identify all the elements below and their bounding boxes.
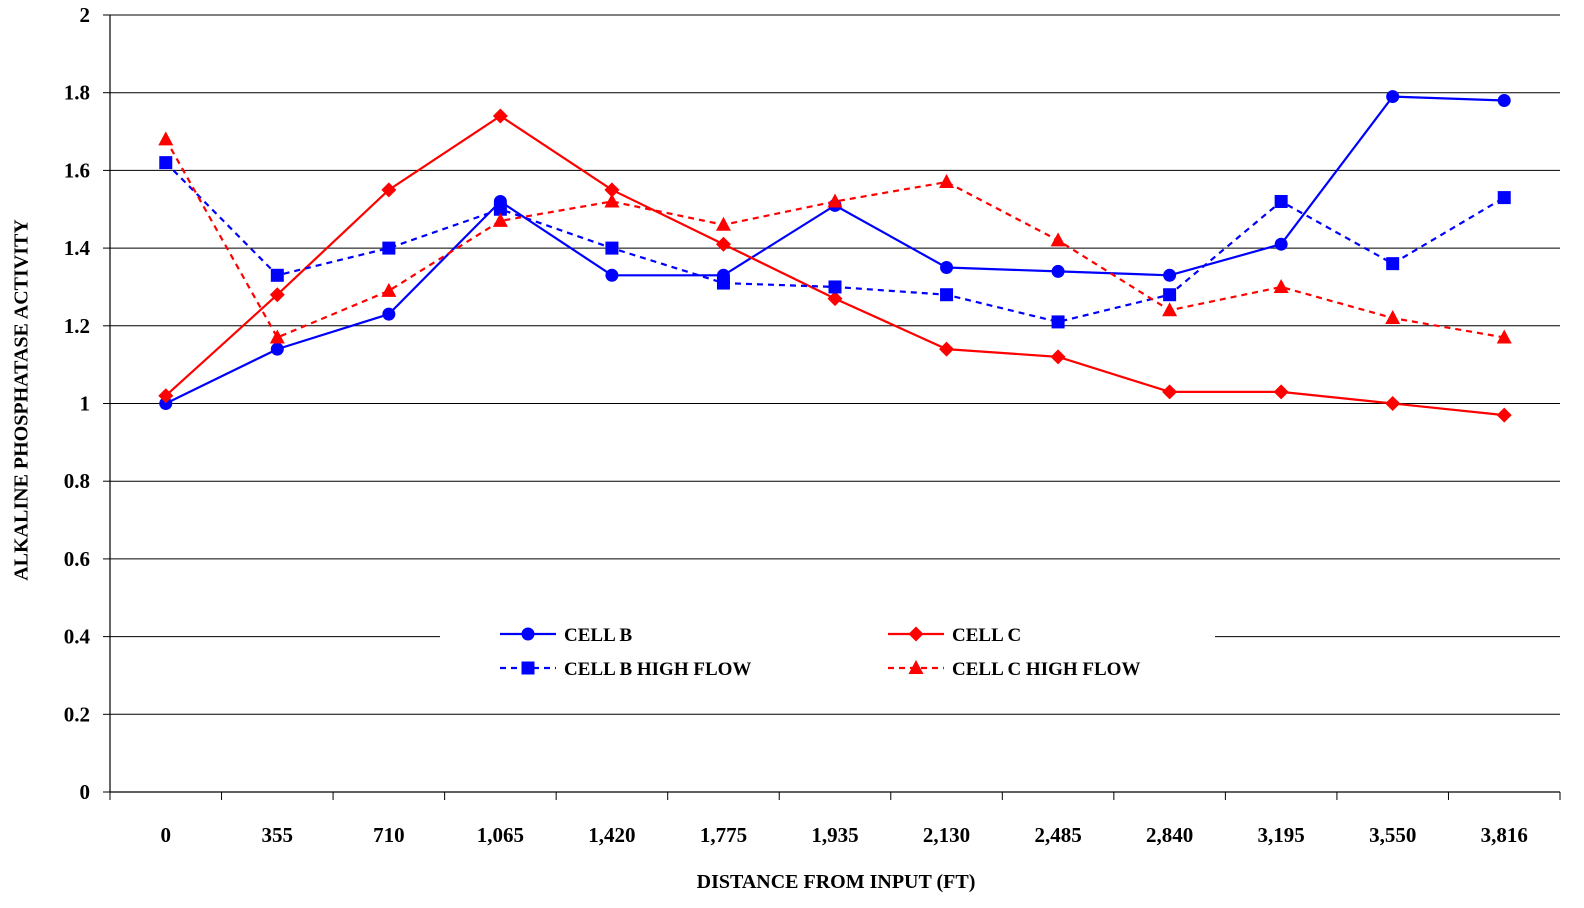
data-point <box>1496 329 1512 344</box>
y-tick-label: 1.8 <box>64 81 90 105</box>
data-point <box>270 268 284 282</box>
data-point <box>382 241 396 255</box>
y-tick-label: 0 <box>80 780 91 804</box>
data-point <box>1386 257 1400 271</box>
x-tick-label: 3,816 <box>1481 823 1528 847</box>
legend-label: CELL C HIGH FLOW <box>952 659 1140 680</box>
y-tick-label: 0.4 <box>64 625 91 649</box>
legend-marker <box>908 660 924 674</box>
data-point <box>1386 90 1400 104</box>
x-tick-label: 2,840 <box>1146 823 1193 847</box>
data-point <box>492 212 508 227</box>
data-point <box>1385 396 1401 411</box>
data-point <box>715 216 731 231</box>
data-point <box>1163 268 1177 282</box>
data-point <box>939 174 955 189</box>
x-tick-label: 0 <box>161 823 172 847</box>
y-tick-label: 1.4 <box>64 236 91 260</box>
y-tick-label: 0.8 <box>64 469 90 493</box>
legend-item: CELL C HIGH FLOW <box>888 659 1140 680</box>
data-point <box>827 291 843 307</box>
y-tick-label: 1.6 <box>64 158 90 182</box>
legend-marker <box>908 626 924 642</box>
series-2 <box>159 156 1511 329</box>
data-point <box>158 131 174 146</box>
data-point <box>1496 407 1512 423</box>
data-point <box>159 397 173 410</box>
x-tick-label: 2,130 <box>923 823 970 847</box>
legend-item: CELL C <box>888 625 1021 646</box>
series-0 <box>159 90 1511 410</box>
data-point <box>1051 315 1065 329</box>
data-point <box>270 342 284 356</box>
series-line <box>165 114 1505 417</box>
data-point <box>1162 384 1178 400</box>
legend-label: CELL B HIGH FLOW <box>564 659 751 680</box>
series-line <box>165 95 1505 405</box>
data-point <box>381 282 397 297</box>
data-point <box>1497 191 1511 205</box>
data-point <box>940 261 954 275</box>
legend-label: CELL B <box>564 625 632 646</box>
x-tick-label: 355 <box>262 823 294 847</box>
data-point <box>159 156 173 170</box>
data-point <box>382 307 396 321</box>
data-point <box>269 329 285 344</box>
y-tick-label: 0.2 <box>64 702 90 726</box>
data-point <box>492 108 508 124</box>
data-point <box>1050 232 1066 247</box>
series-1 <box>158 108 1512 423</box>
data-point <box>269 287 285 303</box>
data-point <box>1274 194 1288 208</box>
legend: CELL B CELL C CELL B HIGH FLOW CELL C HIGH … <box>440 615 1215 690</box>
legend-background <box>440 615 1215 690</box>
data-point <box>1163 288 1177 302</box>
x-tick-label: 3,195 <box>1258 823 1305 847</box>
x-tick-label: 1,065 <box>477 823 524 847</box>
x-tick-label: 2,485 <box>1034 823 1081 847</box>
data-point <box>605 241 619 255</box>
data-point <box>827 193 843 208</box>
x-tick-label: 3,550 <box>1369 823 1416 847</box>
legend-item: CELL B HIGH FLOW <box>500 659 751 680</box>
series-line <box>164 138 1505 339</box>
y-axis-title: ALKALINE PHOSPHATASE ACTIVITY <box>10 219 33 581</box>
legend-label: CELL C <box>952 625 1021 646</box>
series-3 <box>158 131 1512 344</box>
data-point <box>493 202 507 216</box>
legend-item: CELL B <box>500 625 632 646</box>
data-point <box>1274 237 1288 251</box>
data-point <box>381 182 397 198</box>
data-point <box>1273 384 1289 400</box>
data-point <box>1273 278 1289 293</box>
data-point <box>604 182 620 198</box>
data-point <box>158 388 174 404</box>
legend-marker <box>521 627 535 641</box>
data-point <box>1385 310 1401 325</box>
data-point <box>715 236 731 252</box>
y-tick-label: 1 <box>80 392 91 416</box>
x-tick-label: 1,935 <box>811 823 858 847</box>
x-tick-label: 710 <box>373 823 405 847</box>
data-point <box>604 193 620 208</box>
x-tick-label: 1,775 <box>700 823 747 847</box>
data-point <box>605 268 619 282</box>
data-point <box>828 280 842 294</box>
data-point <box>716 276 730 290</box>
y-tick-label: 2 <box>80 3 91 27</box>
data-point <box>1497 93 1511 107</box>
x-tick-label: 1,420 <box>588 823 635 847</box>
y-tick-label: 0.6 <box>64 547 90 571</box>
data-point <box>1050 349 1066 365</box>
data-point <box>1051 264 1065 278</box>
data-point <box>940 288 954 302</box>
x-axis-title: DISTANCE FROM INPUT (FT) <box>696 871 976 893</box>
legend-marker <box>521 661 535 675</box>
data-point <box>1162 302 1178 317</box>
data-point <box>939 341 955 357</box>
y-tick-label: 1.2 <box>64 314 90 338</box>
